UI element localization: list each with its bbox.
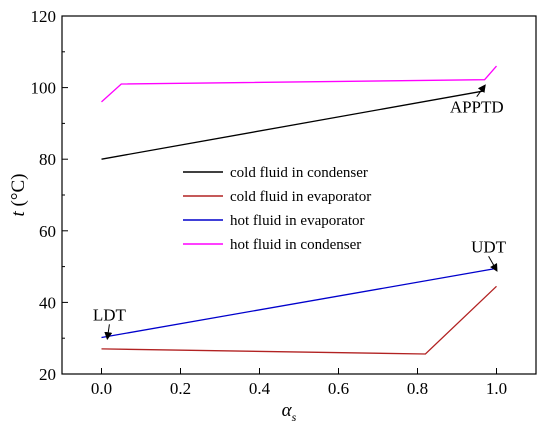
y-tick-label: 80 <box>39 150 56 169</box>
x-tick-label: 0.8 <box>407 379 428 398</box>
series-line <box>101 267 497 339</box>
annotation-arrow <box>104 324 113 341</box>
annotation-layer: APPTD UDT LDT <box>93 84 507 341</box>
y-tick-label: 120 <box>31 7 57 26</box>
tick-layer: 0.0 0.2 0.4 0.6 0.8 1.0 20 40 60 80 100 120 <box>31 7 508 398</box>
annotation-arrow <box>476 84 486 97</box>
series-line <box>101 285 497 355</box>
series-layer <box>101 65 497 355</box>
y-tick-label: 20 <box>39 365 56 384</box>
x-axis-title-sub: s <box>292 410 297 424</box>
y-tick-label: 40 <box>39 293 56 312</box>
legend-entry: cold fluid in condenser <box>230 165 368 181</box>
annotation-label: LDT <box>93 305 127 324</box>
series-line <box>101 65 497 103</box>
legend-entry: hot fluid in condenser <box>230 237 361 253</box>
y-axis-title: t (°C) <box>8 174 29 217</box>
x-tick-label: 0.0 <box>91 379 112 398</box>
annotation-label: UDT <box>471 237 507 256</box>
x-axis-title: αs <box>282 400 297 424</box>
y-axis-title-main: t <box>8 210 29 216</box>
legend: cold fluid in condenser cold fluid in eva… <box>183 165 371 253</box>
y-axis-title-unit: (°C) <box>8 174 29 212</box>
x-tick-label: 0.4 <box>249 379 271 398</box>
y-tick-label: 60 <box>39 222 56 241</box>
x-tick-label: 1.0 <box>486 379 507 398</box>
annotation-label: APPTD <box>450 98 504 117</box>
y-tick-label: 100 <box>31 79 57 98</box>
series-line <box>101 90 485 160</box>
x-tick-label: 0.2 <box>170 379 191 398</box>
legend-entry: cold fluid in evaporator <box>230 189 371 205</box>
x-axis-title-main: α <box>282 400 293 421</box>
legend-entry: hot fluid in evaporator <box>230 213 365 229</box>
x-tick-label: 0.6 <box>328 379 349 398</box>
annotation-arrow <box>488 256 498 272</box>
